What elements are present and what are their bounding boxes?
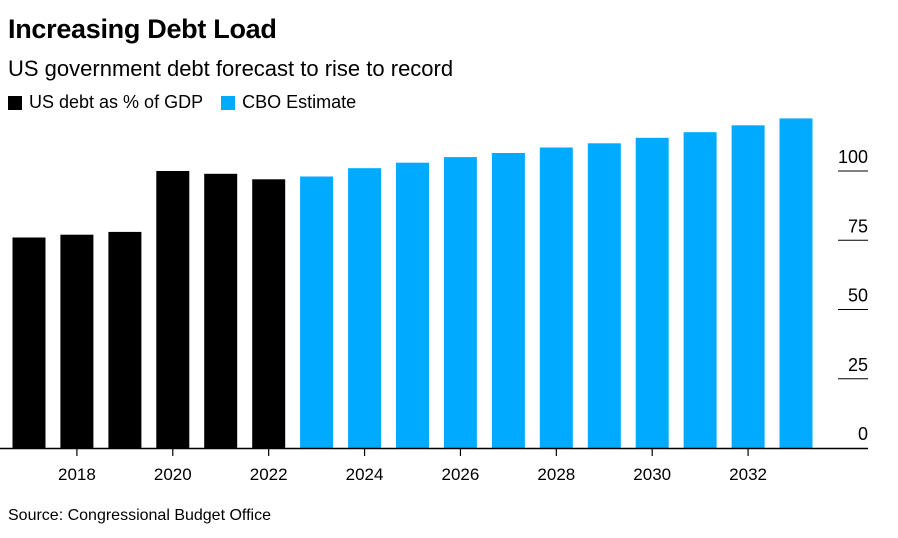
bar-2017-actual bbox=[12, 237, 46, 448]
legend-label-actual: US debt as % of GDP bbox=[29, 92, 204, 112]
chart-subtitle: US government debt forecast to rise to r… bbox=[8, 56, 454, 81]
bar-2031-estimate bbox=[683, 132, 717, 448]
bar-2026-estimate bbox=[443, 157, 477, 448]
bar-2032-estimate bbox=[731, 125, 765, 449]
x-tick-label-2024: 2024 bbox=[346, 465, 384, 484]
bar-2022-actual bbox=[252, 179, 286, 449]
bar-2033-estimate bbox=[779, 118, 813, 449]
bar-2027-estimate bbox=[491, 153, 525, 448]
legend-label-estimate: CBO Estimate bbox=[242, 92, 357, 112]
bar-2030-estimate bbox=[635, 137, 669, 449]
bar-2024-estimate bbox=[348, 168, 382, 448]
x-tick-label-2018: 2018 bbox=[58, 465, 96, 484]
y-tick-label-100: 100 bbox=[838, 147, 868, 167]
bar-2029-estimate bbox=[587, 143, 621, 449]
bar-2021-actual bbox=[204, 173, 238, 449]
x-tick-label-2020: 2020 bbox=[154, 465, 192, 484]
y-tick-label-25: 25 bbox=[848, 355, 868, 375]
legend: US debt as % of GDP CBO Estimate bbox=[8, 92, 374, 113]
x-tick-label-2032: 2032 bbox=[729, 465, 767, 484]
y-tick-label-75: 75 bbox=[848, 216, 868, 236]
legend-swatch-estimate bbox=[221, 95, 236, 110]
legend-item-actual: US debt as % of GDP bbox=[8, 92, 203, 113]
x-tick-label-2026: 2026 bbox=[442, 465, 480, 484]
x-tick-label-2030: 2030 bbox=[633, 465, 671, 484]
y-tick-label-0: 0 bbox=[858, 424, 868, 444]
bar-2023-estimate bbox=[300, 176, 334, 448]
x-tick-label-2022: 2022 bbox=[250, 465, 288, 484]
legend-item-estimate: CBO Estimate bbox=[221, 92, 356, 113]
bar-2020-actual bbox=[156, 171, 190, 448]
y-tick-label-50: 50 bbox=[848, 286, 868, 306]
source-note: Source: Congressional Budget Office bbox=[8, 507, 271, 524]
bar-2025-estimate bbox=[396, 162, 429, 448]
legend-swatch-actual bbox=[8, 95, 22, 110]
bar-2019-actual bbox=[108, 231, 142, 448]
bar-2018-actual bbox=[60, 234, 94, 448]
chart-title: Increasing Debt Load bbox=[8, 14, 277, 44]
x-tick-label-2028: 2028 bbox=[537, 465, 575, 484]
bar-2028-estimate bbox=[539, 147, 573, 448]
